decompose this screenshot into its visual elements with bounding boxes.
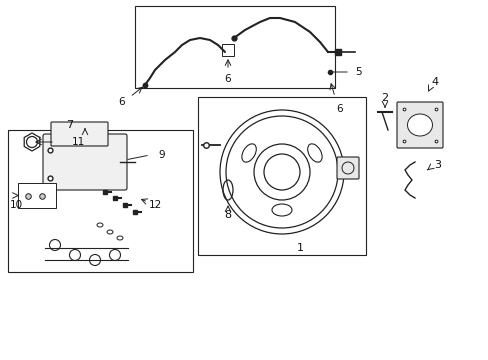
Text: 10: 10 xyxy=(10,200,23,210)
Text: 5: 5 xyxy=(354,67,361,77)
FancyBboxPatch shape xyxy=(396,102,442,148)
FancyBboxPatch shape xyxy=(43,134,127,190)
Bar xyxy=(135,6,334,88)
Bar xyxy=(222,44,234,56)
Text: 4: 4 xyxy=(430,77,438,87)
FancyBboxPatch shape xyxy=(336,157,358,179)
Text: 8: 8 xyxy=(224,210,231,220)
Text: 2: 2 xyxy=(381,93,388,103)
Text: 6: 6 xyxy=(336,104,343,114)
Text: 9: 9 xyxy=(159,150,165,160)
Text: 7: 7 xyxy=(66,120,73,130)
Text: 3: 3 xyxy=(434,160,441,170)
Bar xyxy=(198,97,365,255)
Text: 1: 1 xyxy=(296,243,303,253)
Bar xyxy=(18,183,56,208)
Ellipse shape xyxy=(407,114,431,136)
FancyBboxPatch shape xyxy=(51,122,108,146)
Text: 6: 6 xyxy=(224,74,231,84)
Bar xyxy=(8,130,193,272)
Text: 12: 12 xyxy=(148,200,162,210)
Text: 11: 11 xyxy=(72,137,85,147)
Text: 6: 6 xyxy=(119,97,125,107)
